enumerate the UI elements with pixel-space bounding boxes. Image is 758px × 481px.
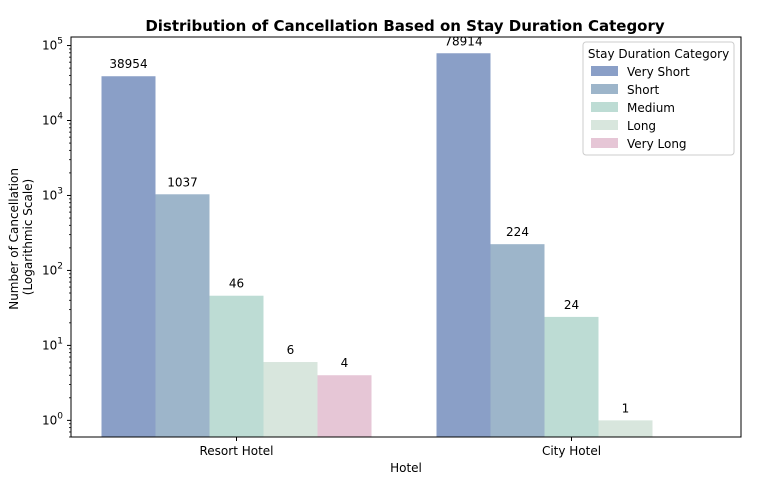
data-label: 78914 (444, 34, 482, 48)
y-tick-label: 100 (42, 411, 63, 427)
data-label: 224 (506, 225, 529, 239)
legend-title: Stay Duration Category (588, 47, 729, 61)
bar (490, 244, 545, 437)
legend-swatch (591, 84, 618, 94)
legend-swatch (591, 120, 618, 130)
data-label: 4 (341, 356, 349, 370)
x-tick-label: Resort Hotel (199, 444, 273, 458)
bar (544, 316, 599, 437)
bar (263, 362, 318, 437)
y-tick-label: 103 (42, 186, 63, 202)
x-axis-label: Hotel (390, 461, 422, 475)
bar (155, 194, 210, 437)
data-label: 46 (229, 277, 244, 291)
y-tick-label: 104 (42, 112, 63, 128)
chart-title: Distribution of Cancellation Based on St… (145, 17, 665, 35)
y-tick-label: 105 (42, 37, 63, 53)
plot-area: 38954 1037 46 6 4 78914 224 24 1 (101, 34, 653, 437)
bar (598, 420, 653, 437)
legend-entry: Long (627, 119, 656, 133)
y-tick-label: 102 (42, 261, 63, 277)
x-tick-label: City Hotel (542, 444, 601, 458)
data-label: 24 (564, 298, 579, 312)
bar (317, 375, 372, 437)
bar (209, 295, 264, 437)
data-label: 1037 (167, 175, 198, 189)
legend-swatch (591, 66, 618, 76)
legend-swatch (591, 102, 618, 112)
legend: Stay Duration Category Very Short Short Me… (582, 41, 735, 156)
legend-entry: Very Short (627, 65, 690, 79)
legend-frame (582, 41, 735, 156)
legend-entry: Very Long (627, 137, 687, 151)
y-axis: 100 101 102 103 104 105 (42, 37, 71, 438)
data-label: 38954 (109, 57, 147, 71)
y-axis-label-line-2: (Logarithmic Scale) (21, 179, 35, 295)
y-tick-label: 101 (42, 336, 63, 352)
legend-entry: Short (627, 83, 659, 97)
data-label: 6 (287, 343, 295, 357)
legend-swatch (591, 138, 618, 148)
x-axis: Resort Hotel City Hotel (199, 437, 601, 458)
y-axis-label-line-1: Number of Cancellation (7, 168, 21, 310)
data-label: 1 (622, 401, 630, 415)
bar (436, 53, 491, 437)
plot-frame (70, 36, 742, 438)
bar (101, 76, 156, 437)
legend-entry: Medium (627, 101, 675, 115)
y-axis-label: Number of Cancellation (Logarithmic Scal… (7, 164, 35, 310)
